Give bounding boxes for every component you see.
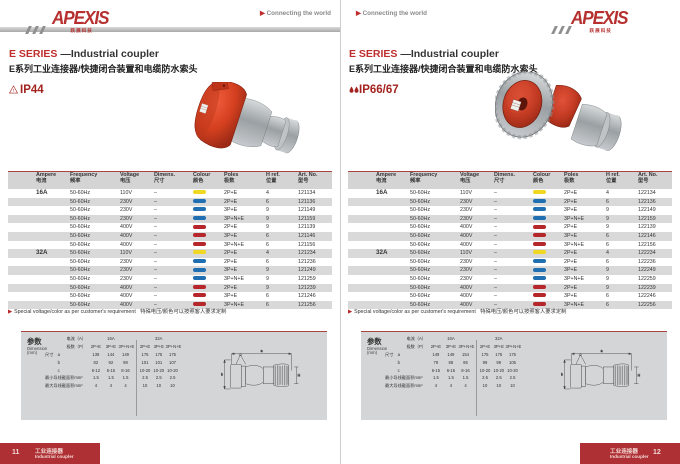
svg-text:H: H [298,374,301,378]
svg-text:H: H [638,374,641,378]
svg-text:a: a [261,349,263,353]
svg-text:b: b [561,373,563,377]
svg-text:b: b [221,373,223,377]
svg-text:a: a [601,349,603,353]
svg-text:!: ! [13,88,14,93]
